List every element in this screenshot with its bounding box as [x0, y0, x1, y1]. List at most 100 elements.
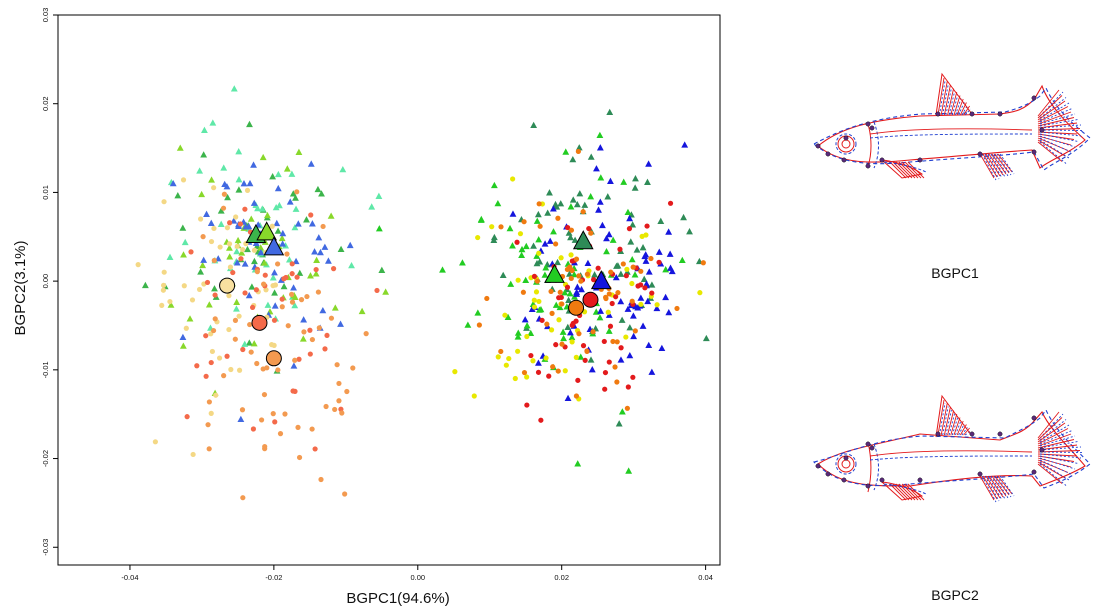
- data-point: [291, 301, 299, 309]
- data-point: [180, 177, 187, 183]
- data-point: [575, 377, 581, 383]
- data-point: [209, 348, 216, 355]
- data-point: [533, 289, 540, 295]
- data-point: [515, 277, 521, 283]
- data-point: [556, 317, 562, 323]
- data-point: [288, 291, 295, 298]
- data-point: [606, 359, 612, 365]
- data-point: [439, 266, 446, 273]
- data-point: [535, 369, 542, 375]
- data-point: [186, 315, 194, 322]
- data-point: [235, 148, 243, 155]
- data-point: [615, 290, 621, 296]
- data-point: [308, 220, 316, 227]
- data-point: [506, 355, 512, 362]
- data-point: [475, 234, 481, 241]
- data-point: [648, 368, 656, 375]
- data-point: [269, 223, 275, 229]
- data-point: [336, 398, 342, 404]
- data-point: [630, 264, 636, 270]
- data-point: [277, 276, 285, 283]
- data-point: [210, 327, 217, 334]
- data-point: [626, 352, 634, 359]
- data-point: [179, 333, 187, 341]
- data-point: [614, 262, 622, 269]
- data-point: [204, 279, 211, 286]
- data-point: [623, 273, 629, 279]
- data-point: [603, 295, 609, 302]
- y-tick-label: -0.02: [41, 450, 50, 467]
- data-point: [631, 271, 639, 278]
- data-point: [620, 178, 628, 185]
- data-point: [638, 282, 644, 288]
- data-point: [235, 186, 243, 193]
- data-point: [203, 333, 209, 339]
- data-point: [524, 333, 530, 340]
- data-point: [522, 242, 530, 250]
- data-point: [233, 247, 241, 255]
- data-point: [490, 181, 498, 189]
- data-point: [566, 329, 574, 336]
- data-point: [224, 353, 230, 359]
- data-point: [196, 167, 204, 174]
- data-point: [630, 374, 636, 380]
- data-point: [261, 281, 267, 287]
- data-point: [270, 411, 276, 417]
- data-point: [250, 161, 257, 168]
- data-point: [290, 362, 298, 369]
- data-point: [308, 212, 314, 218]
- x-tick-label: 0.02: [554, 573, 569, 582]
- data-point: [576, 331, 582, 337]
- data-point: [240, 246, 246, 253]
- data-point: [199, 261, 207, 269]
- data-point: [342, 491, 348, 497]
- data-point: [311, 248, 318, 255]
- data-point: [596, 198, 604, 205]
- data-point: [207, 219, 215, 226]
- data-point: [550, 228, 557, 235]
- data-point: [644, 223, 650, 229]
- data-point: [226, 326, 232, 333]
- data-point: [538, 417, 544, 423]
- data-point: [262, 272, 268, 278]
- data-point: [681, 141, 689, 148]
- data-point: [605, 230, 613, 238]
- group-centroid: [251, 314, 268, 331]
- data-point: [258, 205, 266, 212]
- data-point: [245, 291, 253, 299]
- data-point: [504, 313, 512, 321]
- data-point: [294, 220, 302, 227]
- data-point: [160, 282, 167, 288]
- data-point: [632, 328, 638, 334]
- group-centroid: [265, 350, 282, 367]
- data-point: [626, 324, 634, 331]
- y-axis-ticks: 0.03 0.02 0.01 0.00 -0.01 -0.02 -0.03: [41, 8, 58, 556]
- data-point: [208, 176, 215, 183]
- data-point: [295, 424, 301, 430]
- data-point: [237, 221, 244, 227]
- data-point: [586, 225, 592, 232]
- data-point: [189, 297, 196, 303]
- data-point: [249, 304, 256, 311]
- data-point: [584, 348, 590, 354]
- data-point: [211, 185, 217, 191]
- data-point: [615, 420, 623, 427]
- data-point: [235, 222, 243, 229]
- data-point: [211, 285, 218, 292]
- data-point: [259, 153, 267, 161]
- data-point: [587, 193, 595, 200]
- data-point: [559, 328, 567, 335]
- data-point: [596, 144, 604, 151]
- data-point: [634, 304, 642, 311]
- data-point: [568, 227, 575, 233]
- data-point: [498, 224, 504, 230]
- data-point: [184, 414, 190, 420]
- data-point: [275, 201, 283, 209]
- data-point: [330, 266, 337, 272]
- data-point: [206, 446, 212, 452]
- data-point: [179, 342, 187, 349]
- data-point: [251, 247, 258, 253]
- data-point: [617, 270, 625, 277]
- data-point: [273, 219, 281, 227]
- group-centroid: [219, 277, 236, 294]
